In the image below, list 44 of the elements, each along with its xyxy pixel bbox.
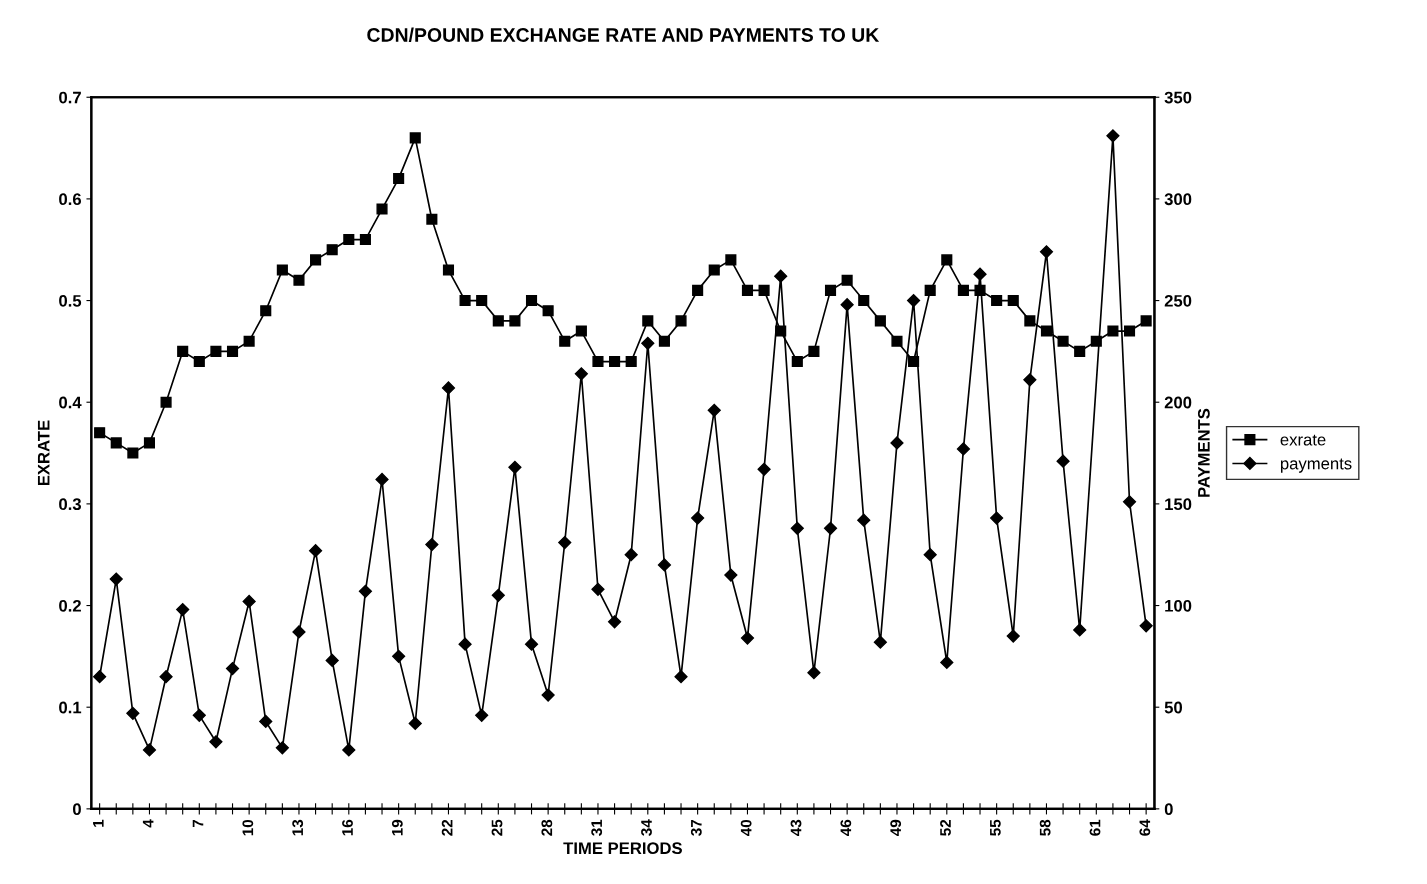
x-tick-label: 28 (541, 819, 553, 836)
x-tick-label: 4 (142, 819, 154, 828)
x-tick-label: 40 (740, 819, 752, 837)
legend-label: payments (1280, 458, 1352, 473)
y2-tick-label: 200 (1164, 396, 1192, 409)
y-tick-label: 0.1 (59, 701, 82, 714)
x-tick-label: 10 (242, 819, 254, 836)
x-tick-label: 46 (840, 819, 852, 837)
y-tick-label: 0.3 (59, 498, 82, 511)
y-tick-label: 0.5 (59, 294, 82, 307)
x-tick-label: 55 (990, 819, 1001, 836)
y2-axis-title: PAYMENTS (1197, 408, 1210, 497)
x-tick-label: 43 (790, 819, 802, 837)
x-tick-label: 22 (441, 819, 453, 836)
y2-tick-label: 150 (1165, 498, 1192, 511)
legend-label: exrate (1280, 434, 1326, 446)
x-tick-label: 52 (940, 819, 951, 836)
x-tick-label: 7 (192, 819, 204, 828)
x-tick-label: 49 (890, 819, 902, 837)
y2-tick-label: 300 (1164, 193, 1192, 206)
y2-tick-label: 350 (1164, 91, 1192, 104)
y-tick-label: 0 (73, 803, 81, 816)
y2-tick-label: 0 (1164, 803, 1173, 816)
y2-tick-label: 250 (1164, 294, 1192, 307)
x-tick-label: 1 (93, 819, 104, 827)
x-tick-label: 19 (391, 819, 403, 836)
x-tick-label: 61 (1089, 819, 1101, 836)
x-tick-label: 58 (1039, 819, 1051, 836)
x-axis-title: TIME PERIODS (563, 842, 682, 855)
y-tick-label: 0.2 (59, 599, 81, 612)
y2-tick-label: 100 (1165, 599, 1192, 612)
x-tick-label: 37 (690, 819, 702, 836)
x-tick-label: 31 (591, 819, 603, 836)
x-tick-label: 16 (342, 819, 353, 836)
x-tick-label: 25 (491, 819, 503, 836)
y2-tick-label: 50 (1164, 701, 1183, 714)
x-tick-label: 64 (1139, 819, 1151, 836)
y-tick-label: 0.6 (59, 193, 82, 206)
x-tick-label: 13 (292, 819, 304, 836)
y-tick-label: 0.7 (59, 91, 81, 104)
y-tick-label: 0.4 (59, 396, 82, 409)
chart-title: CDN/POUND EXCHANGE RATE AND PAYMENTS TO UK (367, 27, 880, 43)
x-tick-label: 34 (641, 819, 652, 836)
y-axis-title: EXRATE (37, 420, 50, 486)
